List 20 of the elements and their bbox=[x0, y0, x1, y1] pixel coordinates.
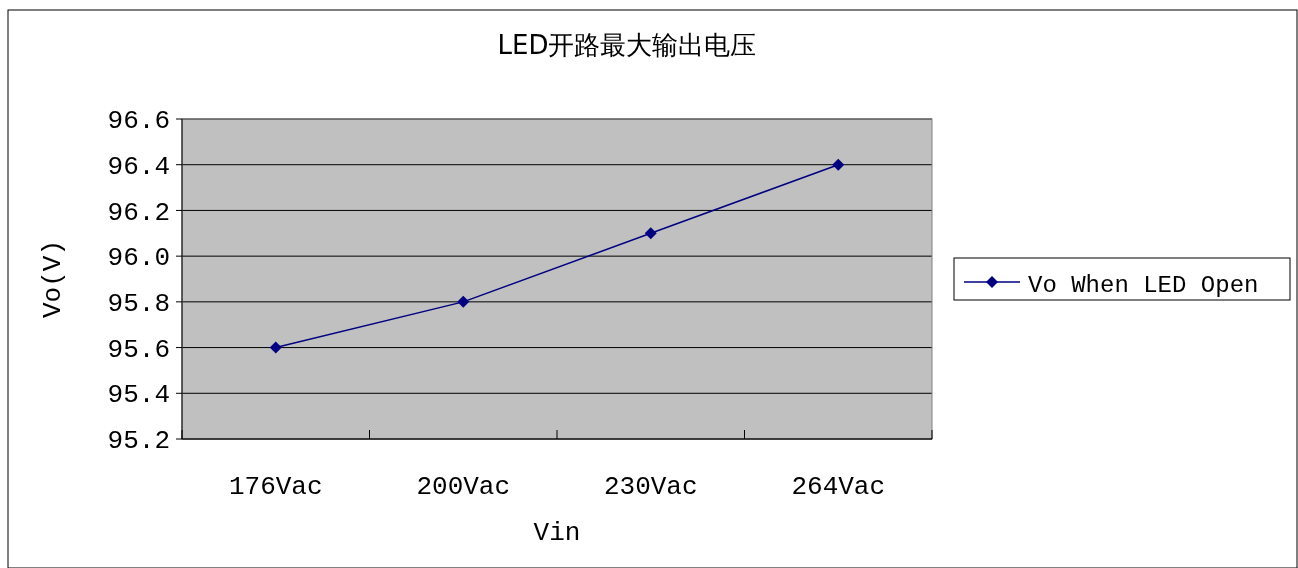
x-tick-label: 264Vac bbox=[791, 472, 886, 502]
y-tick-label: 95.4 bbox=[107, 380, 170, 411]
y-tick-label: 95.2 bbox=[107, 426, 170, 457]
chart-title: LED开路最大输出电压 bbox=[497, 30, 757, 60]
y-tick-label: 95.6 bbox=[107, 334, 170, 365]
point bbox=[644, 227, 657, 240]
x-tick-label: 200Vac bbox=[416, 472, 511, 502]
point bbox=[457, 295, 470, 308]
y-tick-label: 96.6 bbox=[107, 106, 170, 137]
point bbox=[832, 158, 845, 171]
y-tick-label: 96.2 bbox=[107, 197, 170, 228]
y-axis-title: Vo(V) bbox=[38, 239, 68, 319]
x-tick-label: 176Vac bbox=[228, 472, 323, 502]
x-tick-label: 230Vac bbox=[603, 472, 698, 502]
y-tick-label: 96.0 bbox=[107, 243, 170, 274]
y-tick-label: 95.8 bbox=[107, 288, 170, 319]
point bbox=[269, 341, 282, 354]
y-tick-label: 96.4 bbox=[107, 151, 170, 182]
x-axis-title: Vin bbox=[533, 518, 581, 548]
legend-label: Vo When LED Open bbox=[1028, 272, 1259, 299]
